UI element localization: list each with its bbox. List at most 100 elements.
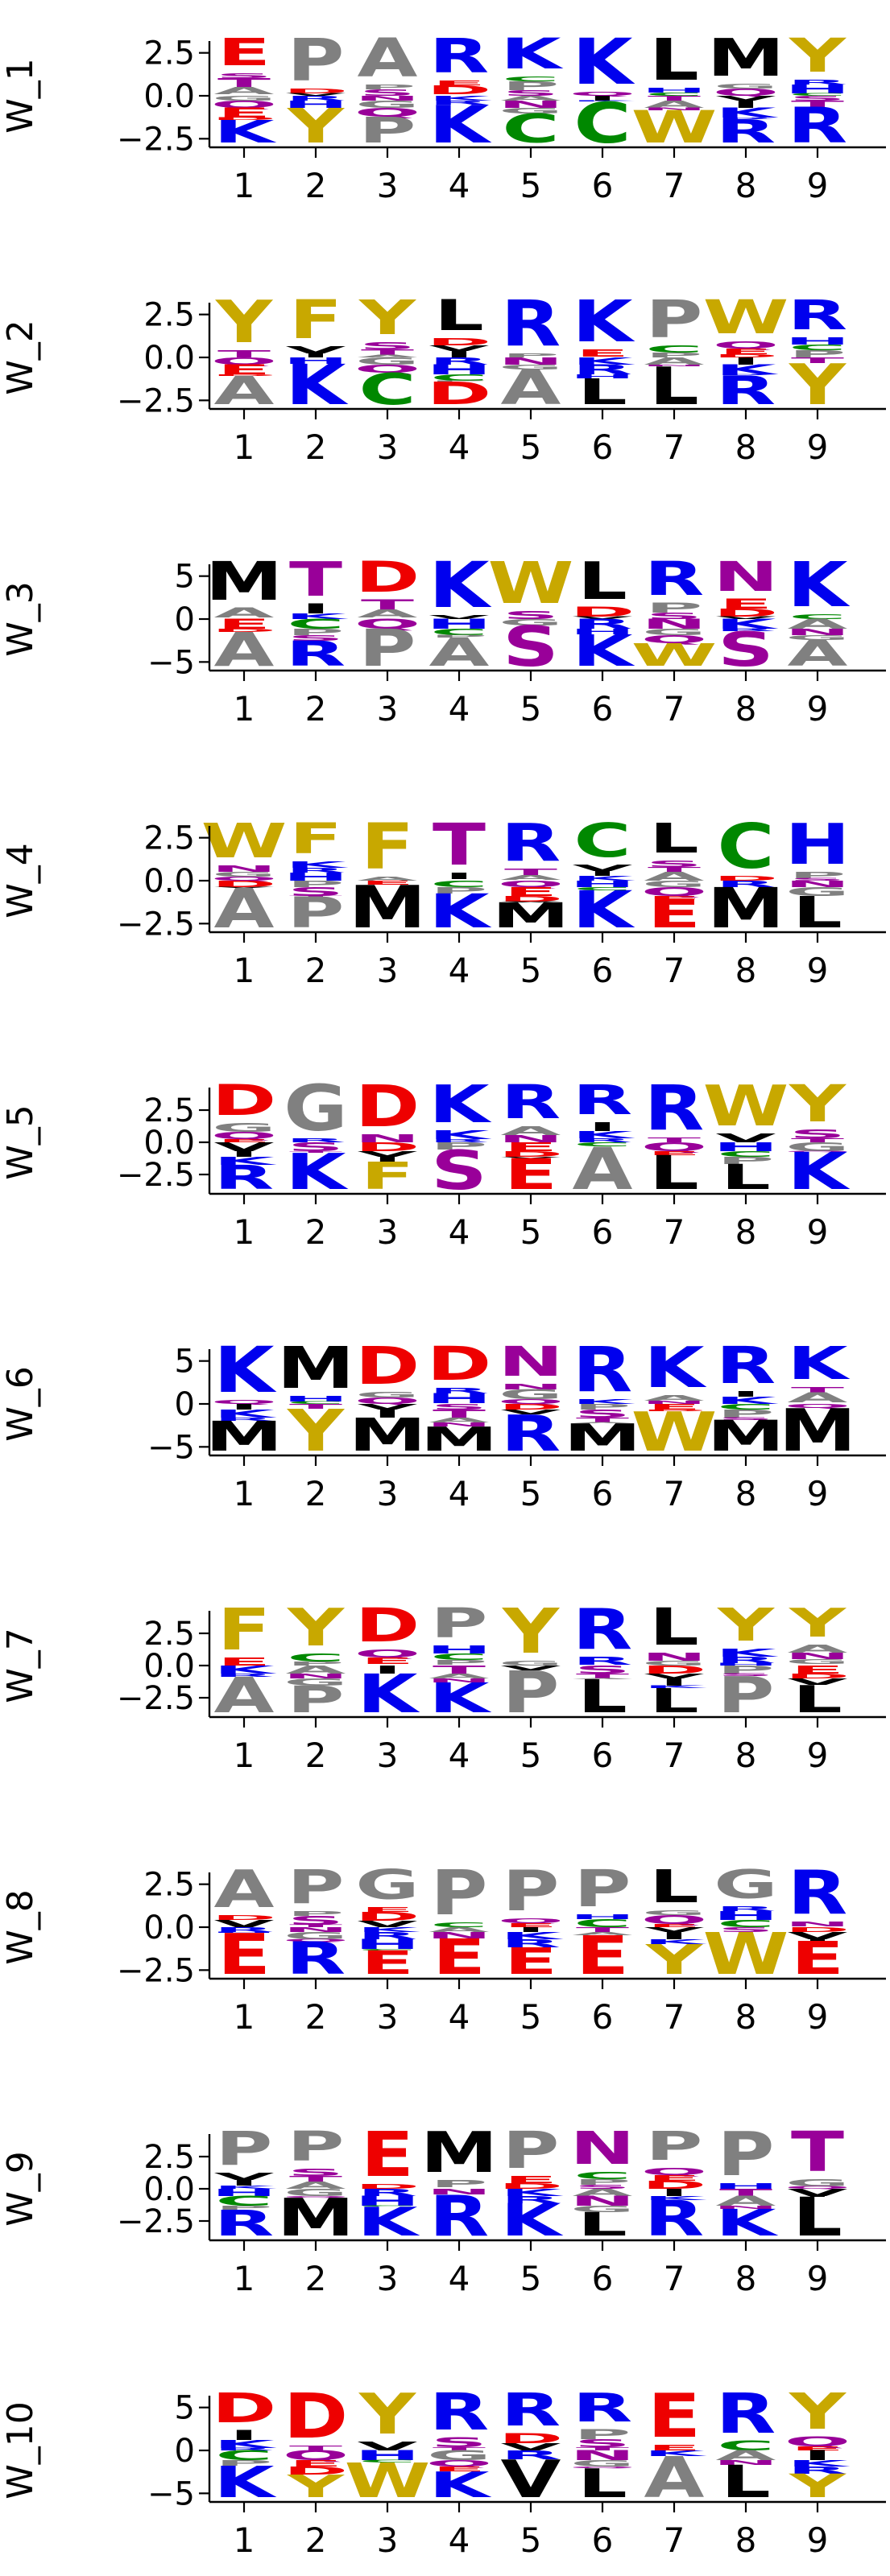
logo-letter: Q [641, 1913, 707, 1926]
logo-letter: P [646, 290, 703, 349]
x-tick-label: 8 [735, 2259, 757, 2298]
logo-letter: A [501, 94, 561, 102]
logo-letter: Y [645, 1936, 704, 1984]
logo-letter: L [434, 291, 484, 340]
x-tick-label: 2 [305, 2259, 327, 2298]
x-tick-label: 6 [592, 2259, 614, 2298]
logo-letter: R [286, 866, 346, 874]
logo-letter: I [230, 2428, 259, 2443]
x-tick-label: 6 [592, 1212, 614, 1252]
logo-letter: H [569, 879, 635, 890]
logo-letter: Q [283, 2448, 349, 2463]
logo-letter: D [714, 874, 778, 882]
logo-letter: Q [354, 105, 420, 119]
logo-letter: R [788, 291, 848, 339]
logo-letter: G [284, 2187, 347, 2198]
x-tick-label: 2 [305, 166, 327, 205]
y-axis-label: W_2 [0, 320, 41, 395]
y-tick-label: 2.5 [143, 297, 195, 334]
logo-letter: N [641, 1651, 706, 1664]
x-tick-label: 9 [807, 166, 829, 205]
logo-letter: H [426, 617, 491, 632]
logo-letter: D [284, 87, 348, 95]
logo-letter: H [713, 1909, 778, 1922]
logo-letter: N [784, 879, 850, 890]
logo-letter: Y [287, 1398, 346, 1465]
logo-letter: K [213, 1333, 276, 1406]
logo-letter: Q [211, 356, 277, 367]
logo-letter: E [719, 347, 772, 356]
y-axis-label: W_6 [0, 1366, 41, 1442]
y-tick-label: 2.5 [143, 35, 195, 72]
logo-letter: P [288, 889, 345, 937]
logo-letter: C [645, 344, 702, 355]
logo-letter: H [283, 356, 348, 366]
logo-letter: V [501, 902, 561, 903]
logo-letter: V [501, 2442, 562, 2453]
logo-letter: R [358, 1930, 418, 1942]
logo-letter: P [216, 2205, 273, 2211]
y-tick-label: 0 [175, 601, 195, 638]
logo-letter: V [358, 1150, 418, 1158]
logo-letter: H [426, 362, 491, 378]
logo-letter: E [361, 1905, 414, 1913]
logo-letter: T [217, 349, 271, 360]
logo-letter: G [284, 1071, 347, 1145]
logo-letter: A [214, 85, 275, 97]
logo-letter: D [284, 2380, 348, 2453]
logo-letter: N [498, 1382, 563, 1391]
logo-letter: R [644, 1072, 705, 1145]
logo-letter: F [217, 1597, 271, 1664]
logo-letter: Y [287, 1598, 346, 1657]
logo-letter: V [214, 2171, 275, 2182]
logo-letter: V [501, 1664, 561, 1672]
logo-letter: N [211, 864, 276, 874]
logo-letter: K [213, 1664, 276, 1677]
logo-letter: R [501, 2384, 561, 2436]
logo-letter: R [501, 1938, 561, 1951]
logo-letter: R [573, 362, 633, 378]
y-tick-label: −2.5 [117, 121, 195, 158]
logo-letter: E [433, 2465, 486, 2473]
y-tick-label: 0.0 [143, 1125, 195, 1162]
logo-letter: H [784, 82, 850, 96]
logo-letter: P [359, 109, 416, 151]
logo-letter: D [499, 2182, 563, 2190]
logo-letter: G [355, 356, 419, 367]
logo-letter: P [574, 2427, 631, 2442]
logo-letter: P [431, 2178, 488, 2190]
logo-letter: R [573, 617, 633, 632]
logo-letter: N [569, 2194, 635, 2209]
logo-letter: I [731, 99, 760, 110]
logo-letter: S [288, 1140, 344, 1154]
logo-letter: Q [211, 1130, 277, 1141]
x-tick-label: 1 [234, 1997, 255, 2037]
logo-letter: V [573, 616, 633, 620]
logo-letter: E [791, 1932, 844, 1984]
logo-letter: L [721, 2456, 771, 2508]
logo-letter: R [214, 1673, 275, 1678]
logo-letter: T [433, 1664, 486, 1677]
logo-letter: I [803, 1939, 832, 1942]
logo-letter: G [785, 1657, 849, 1666]
logo-letter: K [285, 860, 349, 870]
logo-letter: Y [789, 352, 847, 417]
logo-letter: R [573, 1137, 633, 1144]
logo-letter: Q [498, 879, 564, 890]
logo-letter: A [573, 1678, 633, 1680]
logo-letter: R [501, 2448, 561, 2462]
logo-letter: G [284, 1677, 347, 1688]
logo-letter: G [355, 99, 419, 110]
logo-letter: S [646, 611, 702, 621]
logo-letter: S [789, 94, 846, 102]
logo-letter: E [217, 1922, 271, 1987]
logo-letter: N [569, 2122, 635, 2174]
logo-letter: M [349, 1409, 426, 1461]
logo-letter: S [789, 1127, 846, 1141]
logo-letter: D [642, 1664, 706, 1677]
logo-letter: P [288, 27, 345, 95]
logo-letter: Y [789, 29, 847, 83]
logo-letter: K [787, 549, 851, 621]
y-tick-label: 0.0 [143, 78, 195, 115]
logo-letter: P [431, 1857, 488, 1930]
